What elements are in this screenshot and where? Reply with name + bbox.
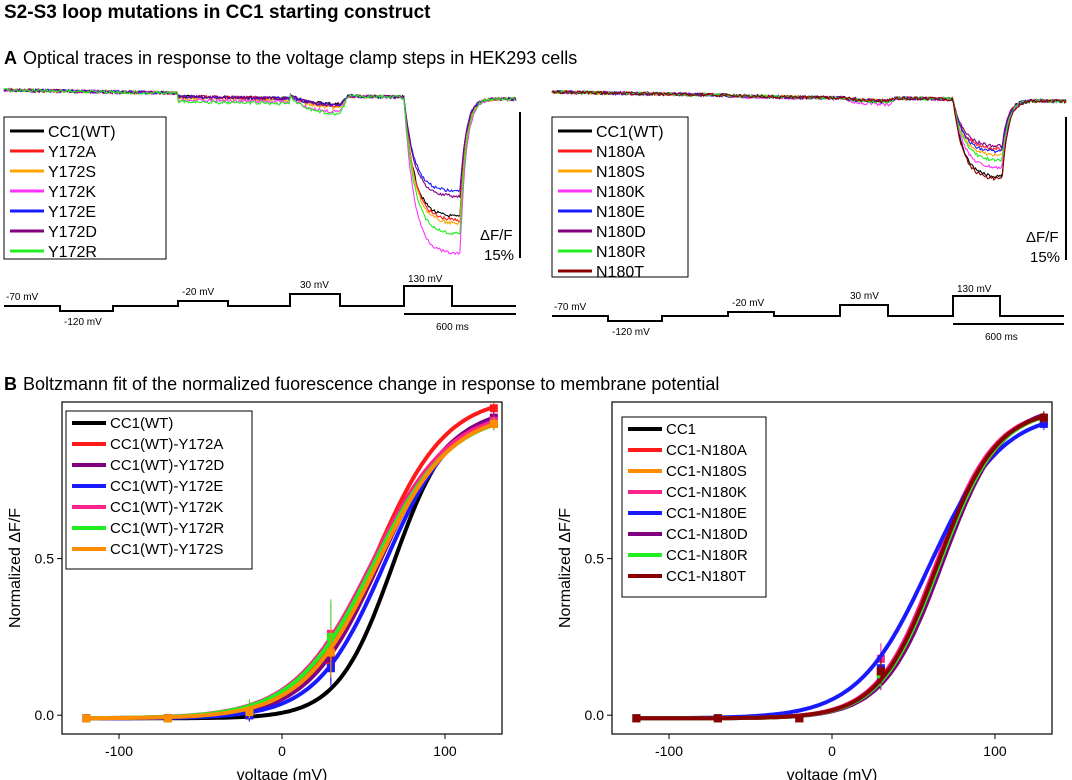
x-tick-label: 100 bbox=[433, 743, 457, 759]
voltage-step-label: -20 mV bbox=[732, 298, 765, 309]
fit-legend-label: CC1-N180D bbox=[666, 526, 748, 543]
boltzmann-panel-n180: -100 0 100 0.0 0.5 voltage (mV) Normalized ΔF/… bbox=[557, 401, 1053, 780]
trace-N180T bbox=[551, 89, 1067, 181]
trace-legend-label: N180D bbox=[596, 224, 646, 241]
voltage-protocol-line bbox=[4, 285, 516, 312]
fit-legend-label: CC1(WT)-Y172S bbox=[110, 541, 223, 558]
fit-legend-label: CC1 bbox=[666, 421, 696, 438]
dff-scale-label: ΔF/F bbox=[1026, 229, 1059, 246]
y-tick-label: 0.5 bbox=[585, 551, 605, 567]
fit-curve-CC1(WT)-Y172S bbox=[86, 422, 495, 721]
y-tick-label: 0.0 bbox=[585, 707, 605, 723]
fit-legend-label: CC1(WT)-Y172A bbox=[110, 436, 223, 453]
trace-legend-label: CC1(WT) bbox=[48, 124, 116, 141]
trace-Y172D bbox=[3, 87, 517, 199]
time-scale-label: 600 ms bbox=[436, 322, 469, 333]
trace-legend-label: N180E bbox=[596, 204, 645, 221]
fit-legend-label: CC1(WT)-Y172R bbox=[110, 520, 224, 537]
trace-legend-label: N180S bbox=[596, 164, 645, 181]
section-a-heading: A Optical traces in response to the volta… bbox=[4, 48, 577, 69]
data-point bbox=[326, 648, 335, 657]
dff-scale-value: 15% bbox=[1030, 249, 1060, 266]
trace-legend-label: Y172R bbox=[48, 244, 97, 261]
figure-title: S2-S3 loop mutations in CC1 starting con… bbox=[4, 2, 431, 23]
trace-legend-label: CC1(WT) bbox=[596, 124, 664, 141]
trace-legend-label: N180K bbox=[596, 184, 645, 201]
data-point bbox=[82, 714, 91, 723]
y-axis-label: Normalized ΔF/F bbox=[7, 508, 24, 628]
dff-scale-label: ΔF/F bbox=[480, 227, 513, 244]
fit-legend-label: CC1-N180E bbox=[666, 505, 747, 522]
time-scale-label: 600 ms bbox=[985, 332, 1018, 343]
trace-legend-label: Y172D bbox=[48, 224, 97, 241]
trace-legend-label: Y172E bbox=[48, 204, 96, 221]
voltage-step-label: 130 mV bbox=[957, 284, 992, 295]
section-a-caption: Optical traces in response to the voltag… bbox=[23, 48, 578, 68]
fit-curve-CC1-N180T bbox=[636, 414, 1045, 721]
data-point bbox=[163, 714, 172, 723]
trace-Y172R bbox=[3, 87, 517, 236]
trace-legend-label: Y172K bbox=[48, 184, 96, 201]
section-a-letter: A bbox=[4, 48, 17, 68]
data-point bbox=[632, 714, 641, 723]
y-tick-label: 0.5 bbox=[35, 551, 55, 567]
voltage-protocol-line bbox=[552, 295, 1064, 322]
x-axis-label: voltage (mV) bbox=[237, 767, 328, 780]
x-tick-label: 100 bbox=[983, 743, 1007, 759]
voltage-step-label: 130 mV bbox=[408, 274, 443, 285]
trace-legend-label: Y172S bbox=[48, 164, 96, 181]
trace-legend-label: N180R bbox=[596, 244, 646, 261]
data-point bbox=[245, 708, 254, 717]
voltage-step-label: 30 mV bbox=[300, 280, 329, 291]
data-point bbox=[876, 667, 885, 676]
voltage-step-label: -120 mV bbox=[64, 317, 102, 328]
trace-legend-label: N180T bbox=[596, 264, 644, 281]
traces-panel-y172: CC1(WT) Y172A Y172S Y172K Y172E Y172D Y172R ΔF/… bbox=[3, 87, 521, 333]
data-point bbox=[713, 714, 722, 723]
section-b-caption: Boltzmann fit of the normalized fuoresce… bbox=[23, 374, 720, 394]
x-axis-label: voltage (mV) bbox=[787, 767, 878, 780]
y-tick-label: 0.0 bbox=[35, 707, 55, 723]
data-point bbox=[489, 404, 498, 413]
x-tick-label: -100 bbox=[105, 743, 133, 759]
voltage-step-label: -120 mV bbox=[612, 327, 650, 338]
x-tick-label: 0 bbox=[828, 743, 836, 759]
data-point bbox=[795, 714, 804, 723]
boltzmann-panel-y172: -100 0 100 0.0 0.5 voltage (mV) Normalized ΔF/… bbox=[7, 401, 503, 780]
x-tick-label: 0 bbox=[278, 743, 286, 759]
data-point bbox=[489, 419, 498, 428]
fit-legend-label: CC1-N180T bbox=[666, 568, 746, 585]
data-point bbox=[1039, 413, 1048, 422]
trace-legend-label: N180A bbox=[596, 144, 645, 161]
fit-legend-label: CC1-N180K bbox=[666, 484, 747, 501]
fit-legend-label: CC1-N180S bbox=[666, 463, 747, 480]
voltage-step-label: -70 mV bbox=[6, 292, 39, 303]
trace-legend-label: Y172A bbox=[48, 144, 96, 161]
fit-legend-label: CC1-N180A bbox=[666, 442, 747, 459]
fit-legend-label: CC1(WT)-Y172K bbox=[110, 499, 223, 516]
y-axis-label: Normalized ΔF/F bbox=[557, 508, 574, 628]
fit-legend-box bbox=[621, 416, 767, 598]
voltage-step-label: 30 mV bbox=[850, 291, 879, 302]
dff-scale-value: 15% bbox=[484, 247, 514, 264]
voltage-step-label: -20 mV bbox=[182, 287, 215, 298]
fit-legend-label: CC1-N180R bbox=[666, 547, 748, 564]
section-b-letter: B bbox=[4, 374, 17, 394]
trace-legend-box-y172 bbox=[3, 116, 167, 260]
x-tick-label: -100 bbox=[655, 743, 683, 759]
fit-legend-box bbox=[65, 410, 253, 570]
fit-legend-label: CC1(WT)-Y172E bbox=[110, 478, 223, 495]
traces-panel-n180: CC1(WT) N180A N180S N180K N180E N180D N180R N18… bbox=[551, 89, 1067, 343]
fit-legend-label: CC1(WT) bbox=[110, 415, 173, 432]
section-b-heading: B Boltzmann fit of the normalized fuoresc… bbox=[4, 374, 719, 395]
voltage-step-label: -70 mV bbox=[554, 302, 587, 313]
fit-legend-label: CC1(WT)-Y172D bbox=[110, 457, 224, 474]
